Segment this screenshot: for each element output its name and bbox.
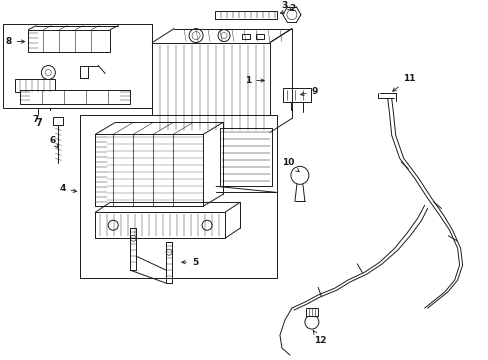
Bar	[242, 33, 249, 39]
Text: 7: 7	[32, 116, 39, 125]
Text: 3: 3	[281, 1, 291, 10]
Bar	[255, 33, 264, 39]
Bar	[3, 24, 152, 108]
Bar	[28, 30, 110, 51]
Bar	[16, 78, 55, 93]
Bar	[53, 117, 63, 125]
Text: 2: 2	[280, 4, 294, 14]
Bar	[220, 129, 271, 186]
Text: 4: 4	[59, 184, 77, 193]
Text: 8: 8	[5, 37, 24, 46]
Bar	[305, 308, 317, 316]
Text: 12: 12	[312, 330, 325, 345]
Bar	[95, 212, 224, 238]
Text: 7: 7	[35, 118, 41, 129]
Text: 11: 11	[392, 74, 415, 91]
Text: 9: 9	[300, 87, 317, 96]
Bar	[152, 42, 269, 132]
Bar	[283, 89, 310, 103]
Bar	[95, 134, 203, 206]
Text: 10: 10	[281, 158, 299, 172]
Bar	[20, 90, 130, 104]
Text: 1: 1	[244, 76, 264, 85]
Text: 5: 5	[182, 258, 198, 267]
Bar	[80, 116, 276, 278]
Bar	[215, 11, 276, 19]
Text: 6: 6	[49, 136, 58, 148]
